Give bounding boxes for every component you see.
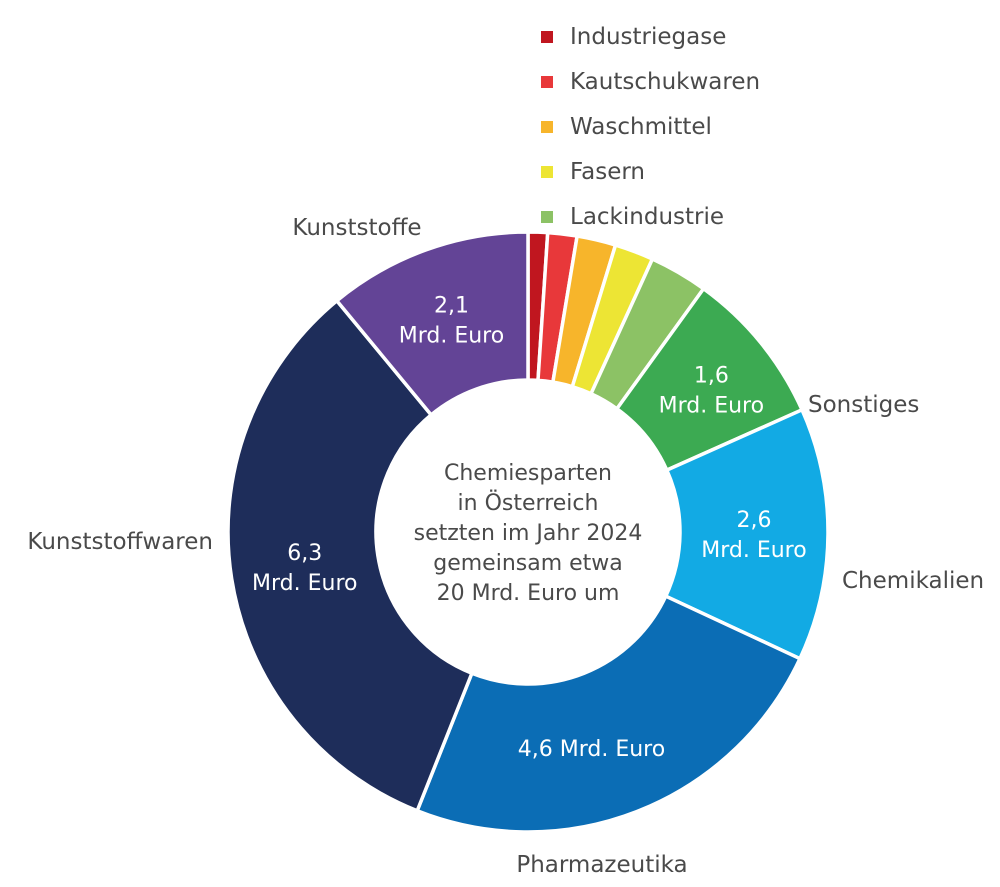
category-labels: Sonstiges Chemikalien Pharmazeutika Kunstst… xyxy=(27,215,984,878)
legend-item-waschmittel: Waschmittel xyxy=(541,104,760,149)
category-label-sonstiges: Sonstiges xyxy=(808,392,919,418)
legend-item-lackindustrie: Lackindustrie xyxy=(541,194,760,239)
legend: Industriegase Kautschukwaren Waschmittel Fa… xyxy=(541,14,760,239)
category-label-pharmazeutika: Pharmazeutika xyxy=(516,852,687,878)
legend-item-industriegase: Industriegase xyxy=(541,14,760,59)
legend-item-kautschukwaren: Kautschukwaren xyxy=(541,59,760,104)
value-label-pharmazeutika: 4,6 Mrd. Euro xyxy=(518,737,665,762)
legend-label: Industriegase xyxy=(570,23,727,50)
slice-kunststoffwaren xyxy=(226,299,474,813)
legend-swatch xyxy=(541,120,553,133)
center-caption: Chemiesparten in Österreich setzten im Jah… xyxy=(414,461,643,606)
donut-slices xyxy=(226,230,830,834)
value-label-sonstiges: 1,6 Mrd. Euro xyxy=(659,363,764,418)
value-label-kunststoffe: 2,1 Mrd. Euro xyxy=(399,293,504,348)
value-label-chemikalien: 2,6 Mrd. Euro xyxy=(701,508,806,563)
legend-swatch xyxy=(541,30,553,43)
legend-swatch xyxy=(541,75,553,88)
legend-label: Fasern xyxy=(570,158,645,185)
legend-label: Lackindustrie xyxy=(570,203,725,230)
legend-item-fasern: Fasern xyxy=(541,149,760,194)
slice-kunststoffe xyxy=(335,230,530,417)
legend-swatch xyxy=(541,165,553,178)
value-label-kunststoffwaren: 6,3 Mrd. Euro xyxy=(252,541,357,596)
category-label-chemikalien: Chemikalien xyxy=(842,568,984,594)
legend-label: Waschmittel xyxy=(570,113,712,140)
slice-pharmazeutika xyxy=(415,594,802,834)
category-label-kunststoffwaren: Kunststoffwaren xyxy=(27,529,213,555)
category-label-kunststoffe: Kunststoffe xyxy=(292,215,421,241)
slice-value-labels: 1,6 Mrd. Euro 2,6 Mrd. Euro 4,6 Mrd. Euro 6,3… xyxy=(252,293,807,762)
slice-chemikalien xyxy=(664,408,830,661)
legend-swatch xyxy=(541,210,553,223)
legend-label: Kautschukwaren xyxy=(570,68,761,95)
